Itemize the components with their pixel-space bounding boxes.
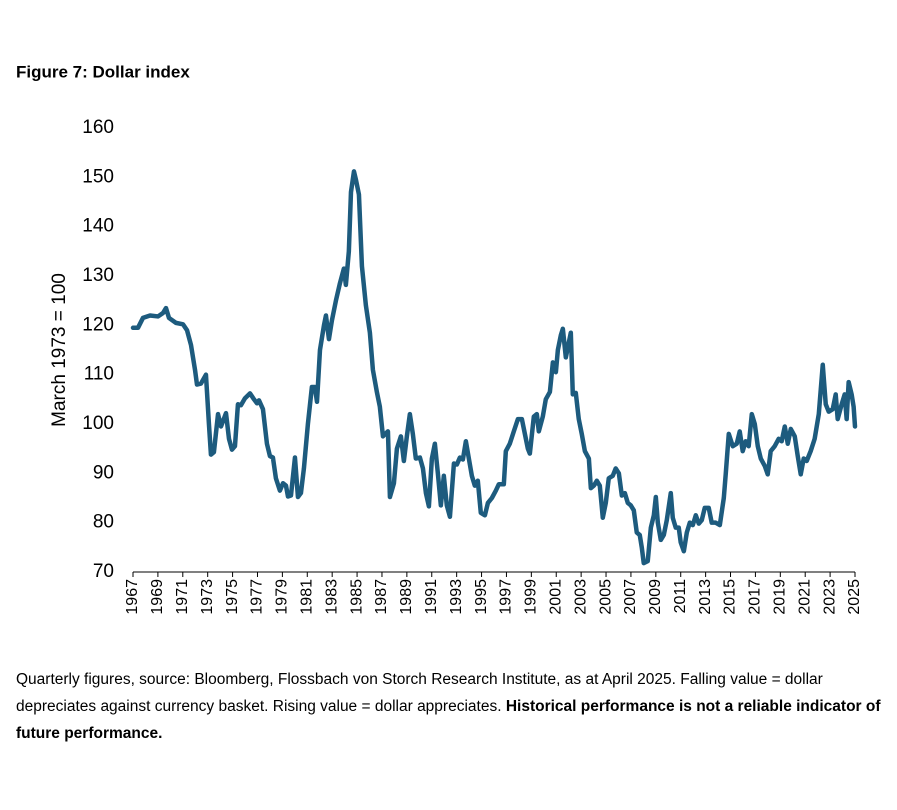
y-tick-label: 160 [82,117,114,138]
x-tick-label: 1971 [174,579,191,615]
y-tick-label: 90 [93,462,114,483]
y-tick-label: 80 [93,512,114,533]
x-tick-label: 1991 [423,579,440,615]
data-line [130,169,858,566]
y-tick-label: 150 [82,166,114,187]
y-tick-label: 140 [82,216,114,237]
y-tick-label: 130 [82,265,114,286]
x-tick-label: 1979 [274,579,291,615]
x-tick-label: 1993 [448,579,465,615]
x-tick-label: 2019 [772,579,789,615]
x-tick-label: 2025 [846,579,863,615]
y-tick-label: 70 [93,561,114,582]
footnote: Quarterly figures, source: Bloomberg, Fl… [16,666,884,747]
footnote-bold: Historical performance is not a reliable… [16,698,881,742]
y-axis-title: March 1973 = 100 [49,273,70,427]
x-tick-label: 2011 [672,579,689,614]
x-tick-label: 1977 [249,579,266,615]
x-tick-label: 1967 [124,579,141,615]
y-tick-label: 120 [82,314,114,335]
y-tick-label: 100 [82,413,114,434]
x-tick-label: 1995 [473,579,490,615]
x-tick-label: 2001 [547,579,564,615]
x-tick-label: 1973 [199,579,216,615]
x-tick-label: 2003 [572,579,589,615]
x-tick-label: 1999 [523,579,540,615]
x-tick-label: 2009 [647,579,664,615]
x-tick-label: 1975 [224,579,241,615]
x-tick-label: 2005 [597,579,614,615]
y-tick-label: 110 [84,364,114,385]
chart: Figure 7: Dollar index March 1973 = 100 … [16,62,863,615]
x-tick-label: 2015 [722,579,739,615]
x-tick-label: 1989 [398,579,415,615]
x-tick-label: 1983 [323,579,340,615]
x-tick-label: 1981 [298,579,315,615]
chart-title: Figure 7: Dollar index [16,62,190,81]
x-tick-label: 1997 [498,579,515,615]
x-tick-label: 1987 [373,579,390,615]
x-tick-label: 2017 [747,579,764,615]
x-tick-label: 1969 [149,579,166,615]
x-tick-label: 2021 [796,579,813,615]
x-tick-label: 2007 [622,579,639,615]
x-tick-label: 2013 [697,579,714,615]
footnote-text: Quarterly figures, source: Bloomberg, Fl… [16,671,823,715]
x-tick-label: 1985 [348,579,365,615]
x-tick-label: 2023 [821,579,838,615]
